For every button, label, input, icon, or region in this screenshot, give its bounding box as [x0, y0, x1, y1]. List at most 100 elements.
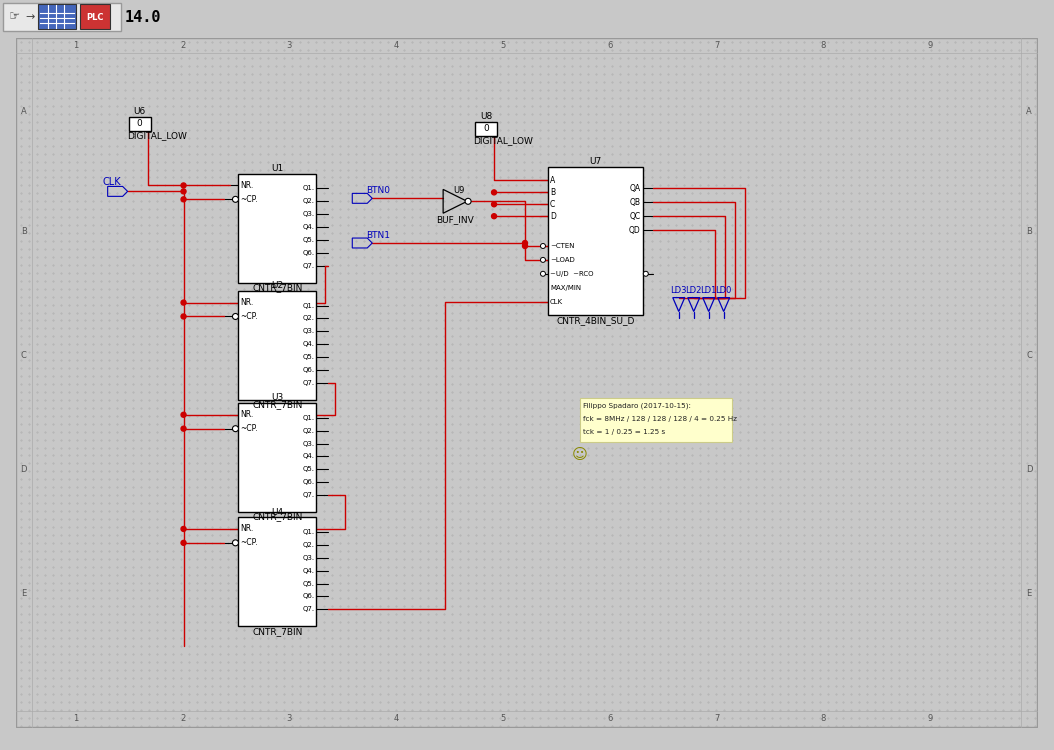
Bar	[580, 398, 731, 442]
Text: 0: 0	[483, 124, 489, 134]
Text: C: C	[550, 200, 555, 208]
Circle shape	[523, 244, 527, 248]
Text: Q1.: Q1.	[302, 415, 314, 421]
Text: 14.0: 14.0	[125, 10, 161, 25]
Text: DIGITAL_LOW: DIGITAL_LOW	[126, 131, 187, 140]
Circle shape	[181, 426, 187, 431]
Text: →: →	[25, 12, 35, 22]
Bar	[548, 166, 643, 316]
Circle shape	[233, 196, 238, 202]
Text: U6: U6	[134, 107, 145, 116]
Bar	[129, 117, 151, 130]
Circle shape	[181, 189, 187, 194]
Circle shape	[643, 272, 648, 276]
Text: C: C	[1027, 351, 1032, 360]
Text: CNTR_7BIN: CNTR_7BIN	[252, 512, 302, 521]
Text: Filippo Spadaro (2017-10-15):: Filippo Spadaro (2017-10-15):	[583, 403, 691, 410]
Text: 3: 3	[287, 714, 292, 723]
Text: Q2.: Q2.	[302, 427, 314, 433]
Text: Q7.: Q7.	[302, 380, 314, 386]
Circle shape	[181, 300, 187, 305]
Text: 8: 8	[821, 41, 826, 50]
Text: Q5.: Q5.	[302, 237, 314, 243]
Text: Q3.: Q3.	[302, 440, 314, 446]
Text: LD2: LD2	[685, 286, 702, 296]
Text: ~CP.: ~CP.	[240, 195, 258, 204]
Text: Q6.: Q6.	[302, 367, 314, 373]
Text: tck = 1 / 0.25 = 1.25 s: tck = 1 / 0.25 = 1.25 s	[583, 429, 665, 435]
Text: Q6.: Q6.	[302, 250, 314, 256]
Circle shape	[181, 526, 187, 532]
Text: BTN1: BTN1	[366, 230, 390, 239]
Text: 4: 4	[393, 714, 398, 723]
Text: 6: 6	[607, 714, 612, 723]
Text: BUF_INV: BUF_INV	[436, 214, 474, 223]
Text: A: A	[1027, 107, 1032, 116]
Circle shape	[523, 241, 527, 245]
Text: NR.: NR.	[240, 181, 254, 190]
Text: LD0: LD0	[716, 286, 731, 296]
Text: Q4.: Q4.	[302, 341, 314, 347]
Text: E: E	[1027, 589, 1032, 598]
Text: QD: QD	[629, 226, 641, 235]
Text: 2: 2	[180, 714, 186, 723]
Text: Q6.: Q6.	[302, 593, 314, 599]
Text: CNTR_4BIN_SU_D: CNTR_4BIN_SU_D	[557, 316, 635, 325]
Text: DIGITAL_LOW: DIGITAL_LOW	[473, 136, 533, 146]
Text: B: B	[21, 226, 26, 236]
Text: D: D	[20, 465, 27, 474]
Text: Q3.: Q3.	[302, 328, 314, 334]
Text: Q4.: Q4.	[302, 454, 314, 460]
Text: D: D	[550, 211, 555, 220]
Text: ~U/D  ~RCO: ~U/D ~RCO	[550, 271, 593, 277]
Text: PLC: PLC	[86, 13, 103, 22]
Bar	[38, 4, 76, 29]
Circle shape	[181, 196, 187, 202]
Text: U7: U7	[589, 157, 602, 166]
Text: E: E	[21, 589, 26, 598]
Text: Q1.: Q1.	[302, 185, 314, 191]
Text: MAX/MIN: MAX/MIN	[550, 285, 581, 291]
Text: Q6.: Q6.	[302, 479, 314, 485]
Text: Q4.: Q4.	[302, 224, 314, 230]
Text: U8: U8	[480, 112, 492, 122]
Text: CNTR_7BIN: CNTR_7BIN	[252, 400, 302, 410]
Text: fck = 8MHz / 128 / 128 / 128 / 4 = 0.25 Hz: fck = 8MHz / 128 / 128 / 128 / 4 = 0.25 …	[583, 416, 737, 422]
Text: 9: 9	[928, 714, 933, 723]
Text: U4: U4	[271, 508, 284, 517]
Text: Q4.: Q4.	[302, 568, 314, 574]
Text: 8: 8	[821, 714, 826, 723]
Text: ~CP.: ~CP.	[240, 424, 258, 433]
Text: QC: QC	[629, 211, 641, 220]
Bar	[80, 4, 110, 29]
Text: 1: 1	[73, 41, 78, 50]
Text: 1: 1	[73, 714, 78, 723]
Text: CNTR_7BIN: CNTR_7BIN	[252, 627, 302, 636]
Bar	[475, 122, 497, 136]
Circle shape	[491, 214, 496, 219]
Text: Q2.: Q2.	[302, 316, 314, 322]
Text: Q3.: Q3.	[302, 211, 314, 217]
Text: 4: 4	[393, 41, 398, 50]
Text: 7: 7	[714, 714, 720, 723]
Text: Q5.: Q5.	[302, 354, 314, 360]
Text: 5: 5	[501, 41, 506, 50]
Text: CNTR_7BIN: CNTR_7BIN	[252, 284, 302, 292]
Text: NR.: NR.	[240, 298, 254, 307]
Text: QB: QB	[630, 198, 641, 207]
Text: C: C	[21, 351, 26, 360]
Circle shape	[491, 202, 496, 207]
Text: U2: U2	[271, 281, 284, 290]
Text: Q2.: Q2.	[302, 542, 314, 548]
Circle shape	[233, 314, 238, 320]
Circle shape	[181, 413, 187, 417]
Text: Q1.: Q1.	[302, 302, 314, 308]
Text: B: B	[550, 188, 555, 197]
Circle shape	[181, 314, 187, 319]
Text: U3: U3	[271, 394, 284, 403]
Text: BTN0: BTN0	[366, 186, 390, 195]
Bar	[238, 517, 316, 626]
Text: A: A	[21, 107, 26, 116]
Circle shape	[491, 190, 496, 195]
Text: QA: QA	[629, 184, 641, 193]
